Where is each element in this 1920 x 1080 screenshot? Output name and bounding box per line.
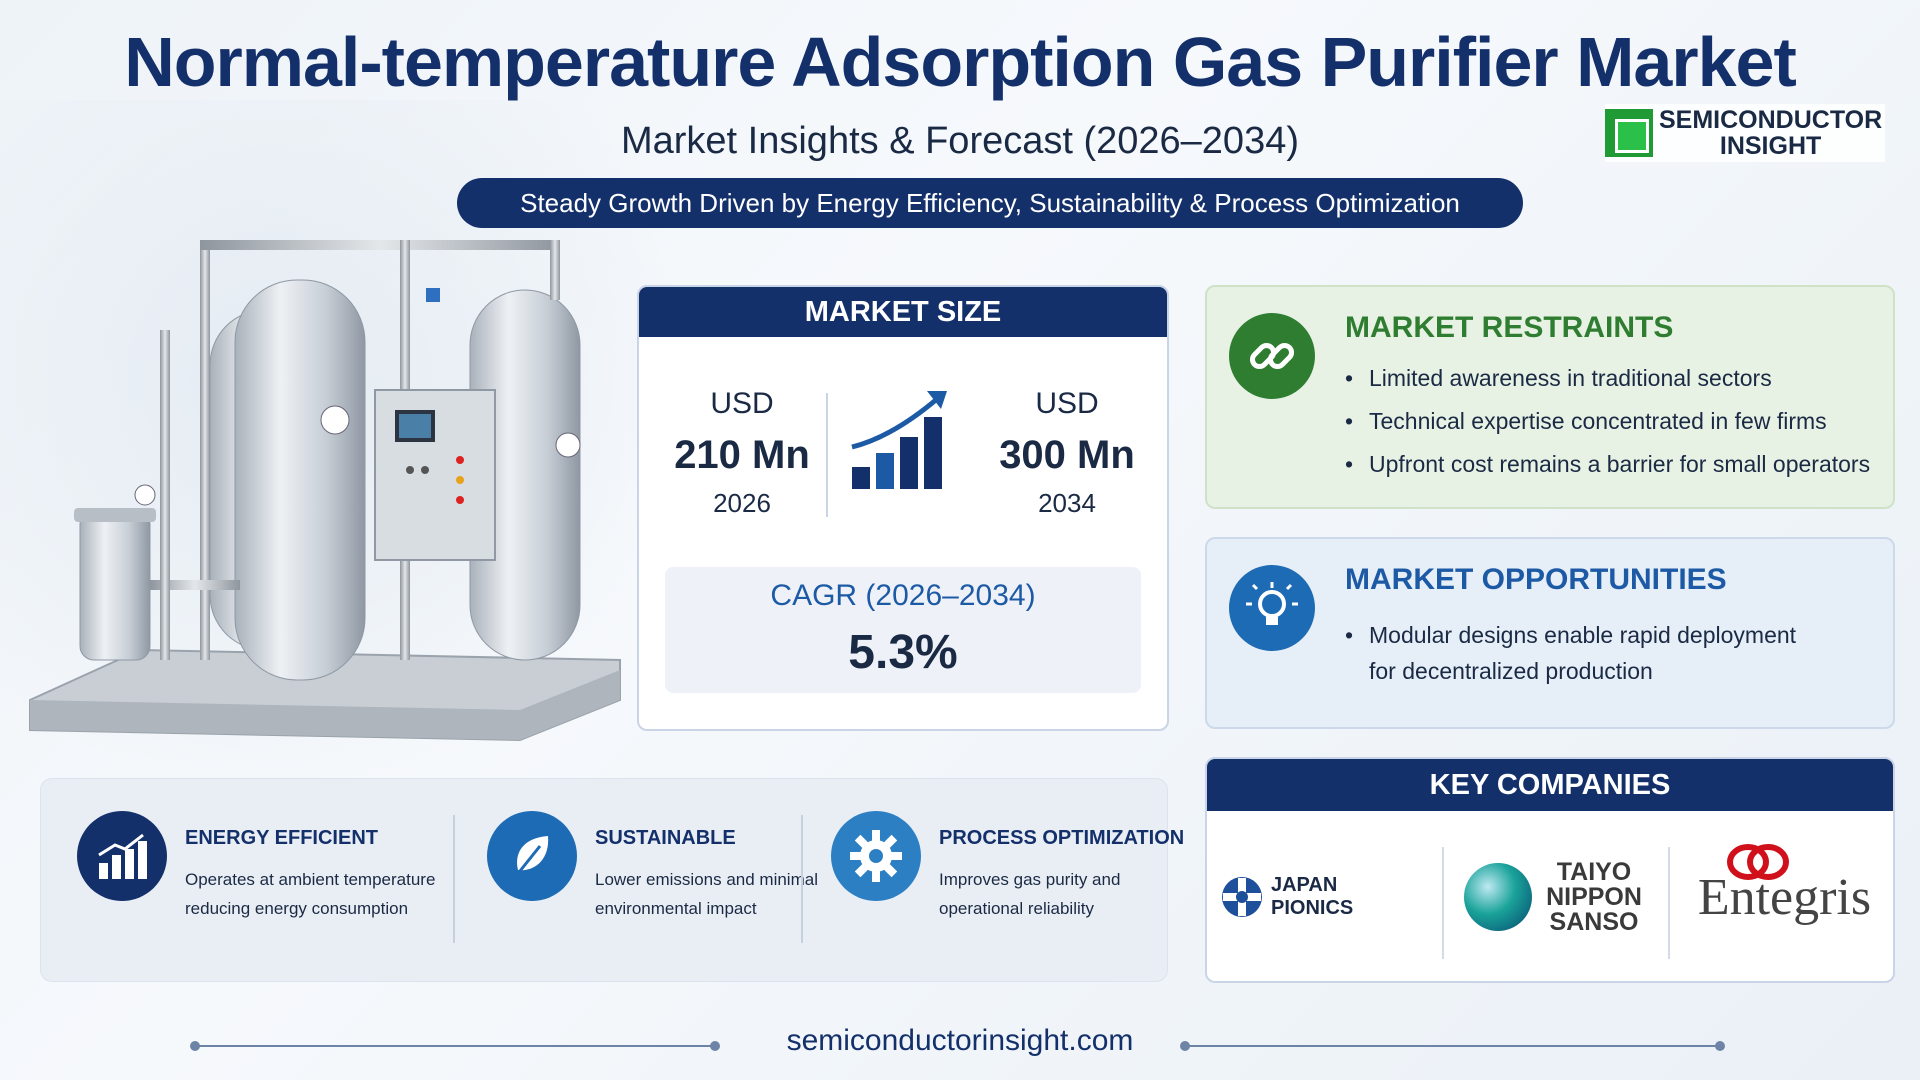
opportunity-line-1: Modular designs enable rapid deployment xyxy=(1369,622,1797,648)
footer-dot xyxy=(1715,1041,1725,1051)
footer-dot xyxy=(710,1041,720,1051)
company-name-line: NIPPON xyxy=(1546,882,1642,911)
cagr-value: 5.3% xyxy=(848,626,958,679)
end-currency: USD xyxy=(1035,387,1099,420)
brand-logo[interactable]: SEMICONDUCTOR INSIGHT xyxy=(1605,104,1885,162)
company-name: JAPAN PIONICS xyxy=(1270,874,1354,919)
gas-purifier-illustration xyxy=(29,240,621,742)
feature-desc-line: Improves gas purity and xyxy=(939,870,1121,889)
end-year: 2034 xyxy=(1038,488,1096,518)
list-item: Upfront cost remains a barrier for small… xyxy=(1345,451,1870,478)
growth-chart-icon xyxy=(851,391,947,489)
company-divider xyxy=(1668,847,1670,959)
market-restraints-card: MARKET RESTRAINTS Limited awareness in t… xyxy=(1205,285,1895,509)
restraints-title: MARKET RESTRAINTS xyxy=(1345,311,1674,344)
cagr-box: CAGR (2026–2034) 5.3% xyxy=(665,567,1141,693)
company-name: TAIYO NIPPON SANSO xyxy=(1546,857,1642,936)
companies-row: JAPAN PIONICS TAIYO NIPPON SANSO xyxy=(1207,811,1893,981)
list-item: Technical expertise concentrated in few … xyxy=(1345,408,1870,435)
end-value: 300 Mn xyxy=(999,433,1135,477)
company-divider xyxy=(1442,847,1444,959)
company-name: Entegris xyxy=(1697,868,1872,926)
restraints-list: Limited awareness in traditional sectors… xyxy=(1345,365,1870,494)
start-currency: USD xyxy=(710,387,774,420)
company-name-line: TAIYO xyxy=(1556,857,1632,886)
market-size-end: USD 300 Mn 2034 xyxy=(982,387,1152,519)
taiyo-globe-icon xyxy=(1464,863,1533,931)
opportunities-title: MARKET OPPORTUNITIES xyxy=(1345,563,1727,596)
logo-text: SEMICONDUCTOR INSIGHT xyxy=(1659,107,1882,159)
leaf-icon xyxy=(487,811,577,901)
feature-desc-line: Operates at ambient temperature xyxy=(185,870,436,889)
page-subtitle: Market Insights & Forecast (2026–2034) xyxy=(620,120,1299,162)
footer-line-right xyxy=(1185,1045,1720,1047)
feature-desc: Improves gas purity and operational reli… xyxy=(939,865,1199,923)
size-divider xyxy=(826,393,828,517)
company-entegris: Entegris xyxy=(1682,811,1887,981)
key-companies-heading: KEY COMPANIES xyxy=(1207,759,1893,811)
list-item: Modular designs enable rapid deployment … xyxy=(1345,617,1796,689)
feature-title: ENERGY EFFICIENT xyxy=(185,827,378,849)
logo-line-2: INSIGHT xyxy=(1719,132,1822,160)
feature-title: SUSTAINABLE xyxy=(595,827,736,849)
tagline-banner: Steady Growth Driven by Energy Efficienc… xyxy=(457,178,1523,228)
opportunities-list: Modular designs enable rapid deployment … xyxy=(1345,617,1796,689)
market-size-card: MARKET SIZE USD 210 Mn 2026 USD 300 Mn 2… xyxy=(637,285,1169,731)
footer-website-link[interactable]: semiconductorinsight.com xyxy=(786,1024,1134,1057)
entegris-rings-icon xyxy=(1726,843,1789,880)
feature-desc: Operates at ambient temperature reducing… xyxy=(185,865,445,923)
feature-divider xyxy=(453,815,455,943)
key-companies-card: KEY COMPANIES JAPAN PIONICS xyxy=(1205,757,1895,983)
feature-desc-line: reducing energy consumption xyxy=(185,899,409,918)
logo-line-1: SEMICONDUCTOR xyxy=(1659,106,1883,134)
footer-line-left xyxy=(195,1045,715,1047)
lightbulb-icon xyxy=(1229,565,1315,651)
feature-desc-line: environmental impact xyxy=(595,899,757,918)
opportunity-line-2: for decentralized production xyxy=(1369,658,1653,684)
company-name-line: SANSO xyxy=(1549,907,1639,936)
market-size-heading: MARKET SIZE xyxy=(639,287,1167,337)
bar-chart-icon xyxy=(77,811,167,901)
feature-title: PROCESS OPTIMIZATION xyxy=(939,827,1185,849)
broken-link-icon xyxy=(1229,313,1315,399)
gear-icon xyxy=(831,811,921,901)
feature-desc-line: operational reliability xyxy=(939,899,1094,918)
features-strip: ENERGY EFFICIENT Operates at ambient tem… xyxy=(40,778,1184,982)
company-japan-pionics: JAPAN PIONICS xyxy=(1221,811,1425,981)
japan-pionics-logo-icon xyxy=(1221,877,1262,917)
feature-desc: Lower emissions and minimal environmenta… xyxy=(595,865,855,923)
feature-divider xyxy=(801,815,803,943)
start-year: 2026 xyxy=(713,488,771,518)
company-taiyo-nippon-sanso: TAIYO NIPPON SANSO xyxy=(1457,811,1647,981)
market-opportunities-card: MARKET OPPORTUNITIES Modular designs ena… xyxy=(1205,537,1895,729)
market-size-start: USD 210 Mn 2026 xyxy=(657,387,827,519)
list-item: Limited awareness in traditional sectors xyxy=(1345,365,1870,392)
start-value: 210 Mn xyxy=(674,433,810,477)
feature-desc-line: Lower emissions and minimal xyxy=(595,870,818,889)
cagr-label: CAGR (2026–2034) xyxy=(770,579,1036,612)
chip-icon xyxy=(1605,109,1653,157)
page-title: Normal-temperature Adsorption Gas Purifi… xyxy=(124,23,1797,101)
